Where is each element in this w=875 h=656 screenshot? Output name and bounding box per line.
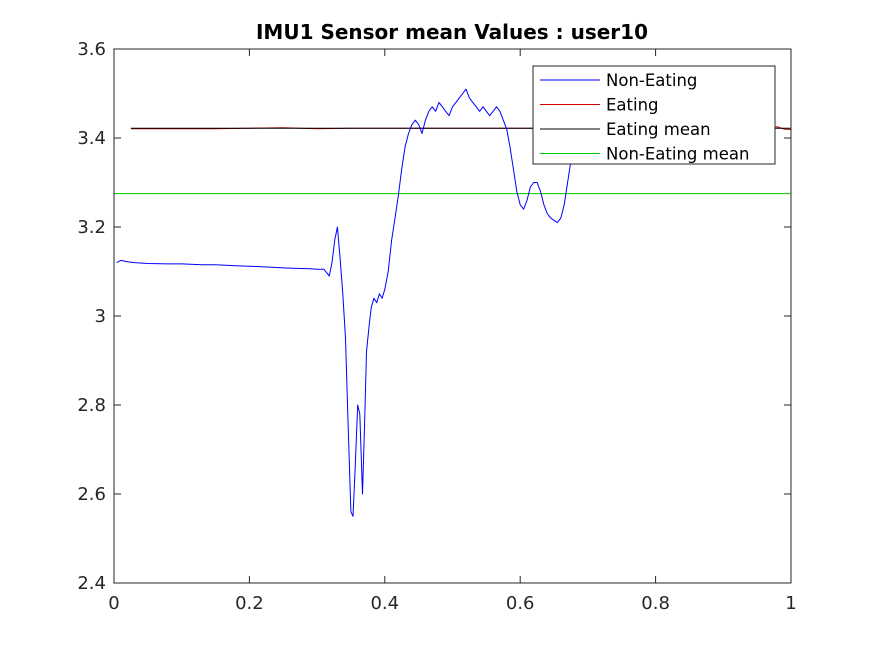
legend-label-non-eating: Non-Eating <box>606 71 697 90</box>
legend-label-non-eating-mean: Non-Eating mean <box>606 145 749 164</box>
legend-box <box>532 65 776 165</box>
legend-label-eating: Eating <box>606 96 659 115</box>
y-tick-label: 2.8 <box>77 395 106 416</box>
x-tick-label: 0.4 <box>370 593 399 614</box>
x-tick-label: 1 <box>785 593 796 614</box>
x-tick-label: 0.8 <box>641 593 670 614</box>
axes-layer: 0 0.2 0.4 0.6 0.8 1 2.4 2.6 2.8 3 3.2 3.4 3.6 <box>77 39 796 614</box>
y-tick-label: 2.6 <box>77 484 106 505</box>
y-tick-label: 3.2 <box>77 217 106 238</box>
series-line-non-eating <box>116 88 575 517</box>
y-tick-label: 3.6 <box>77 39 106 60</box>
x-tick-label: 0 <box>108 593 119 614</box>
y-tick-label: 2.4 <box>77 573 106 594</box>
legend: Non-Eating Eating Eating mean Non-Eating me… <box>532 65 776 165</box>
x-tick-label: 0.6 <box>506 593 535 614</box>
x-tick-label: 0.2 <box>235 593 264 614</box>
chart-title: IMU1 Sensor mean Values : user10 <box>256 20 648 44</box>
y-tick-label: 3 <box>95 306 106 327</box>
y-tick-label: 3.4 <box>77 128 106 149</box>
legend-label-eating-mean: Eating mean <box>606 120 711 139</box>
